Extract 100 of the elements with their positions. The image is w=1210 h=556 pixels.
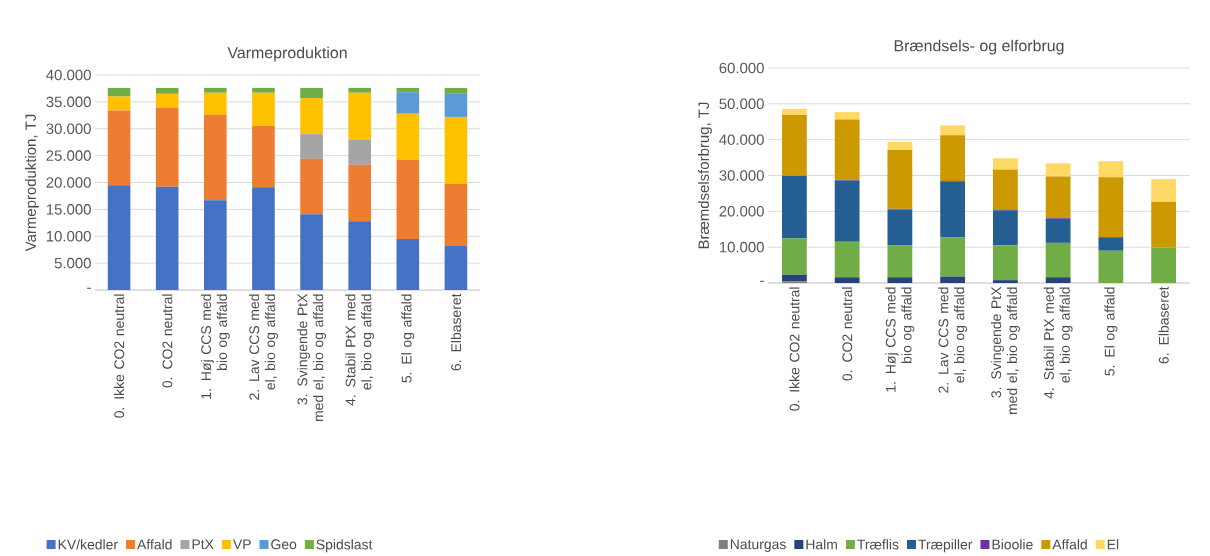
bar — [834, 277, 860, 283]
x-tick-label: 6. Elbaseret — [450, 293, 462, 371]
legend-label: Naturgas — [730, 539, 786, 552]
bar — [940, 181, 966, 238]
bar — [396, 113, 420, 160]
bar — [155, 186, 179, 290]
bar — [834, 241, 860, 278]
bar — [348, 87, 371, 93]
bar — [781, 274, 807, 282]
bar — [204, 87, 227, 93]
bar — [107, 185, 131, 290]
bar — [887, 141, 913, 151]
x-tick-label: 3. Svingende PtX med el, bio og affald — [297, 293, 327, 422]
bar — [107, 110, 131, 186]
bar — [940, 135, 966, 181]
x-tick-label: 0. Ikke CO2 neutral — [789, 287, 800, 411]
chart-title: Brændsels- og elforbrug — [894, 39, 1064, 55]
bar — [348, 92, 371, 140]
bar — [107, 87, 131, 97]
bar — [992, 169, 1018, 210]
legend-label: KV/kedler — [58, 539, 118, 550]
y-axis-title: Bræmdselsforbrug, TJ — [698, 102, 712, 249]
y-tick-label: - — [87, 287, 91, 289]
bar — [1151, 179, 1177, 202]
bar — [1045, 163, 1071, 177]
bar — [252, 87, 275, 93]
x-tick-label: 5. El og affald — [1104, 287, 1118, 376]
y-tick-label: 35.000 — [46, 96, 91, 108]
x-tick-label: 5. El og affald — [401, 294, 415, 383]
bar — [300, 158, 323, 215]
y-tick-label: 50.000 — [719, 98, 764, 110]
bar — [887, 277, 913, 283]
legend-label: Geo — [271, 539, 297, 550]
bar — [834, 119, 860, 180]
y-tick-label: 10.000 — [46, 230, 91, 242]
bar — [1045, 176, 1071, 219]
legend-label: El — [1107, 539, 1119, 550]
bar — [155, 93, 179, 108]
bar — [1098, 250, 1124, 283]
bar — [940, 237, 966, 277]
y-tick-label: 20.000 — [719, 206, 764, 217]
x-tick-label: 6. Elbaseret — [1158, 286, 1169, 364]
bar — [155, 107, 179, 187]
bar — [444, 93, 468, 117]
bar — [834, 180, 860, 242]
chart-title: Varmeproduktion — [227, 46, 347, 62]
y-tick-label: 60.000 — [719, 62, 764, 74]
bar — [396, 92, 420, 114]
bar — [940, 276, 966, 283]
legend-label: PtX — [192, 539, 214, 550]
bar — [992, 280, 1018, 283]
y-tick-label: 10.000 — [719, 241, 764, 253]
bar — [887, 245, 913, 278]
y-tick-label: 30.000 — [46, 123, 91, 135]
bar — [348, 221, 371, 290]
bar — [781, 114, 807, 176]
bar — [252, 92, 275, 127]
bar — [1098, 161, 1124, 178]
y-axis-title: Varmeproduktion, TJ — [25, 114, 39, 252]
bar — [300, 87, 323, 99]
x-tick-label: 0. CO2 neutral — [842, 287, 853, 381]
bar — [300, 214, 323, 290]
bar — [781, 108, 807, 115]
bar — [348, 139, 371, 165]
bar — [887, 150, 913, 209]
bar — [992, 158, 1018, 170]
bar — [781, 238, 807, 275]
bar — [396, 87, 420, 93]
bar — [444, 245, 468, 290]
y-tick-label: 40.000 — [46, 69, 91, 81]
x-tick-label: 1. Høj CCS med bio og affald — [200, 294, 230, 399]
y-tick-label: 15.000 — [46, 204, 91, 215]
bar — [300, 134, 323, 159]
bar — [444, 87, 468, 94]
x-tick-label: 1. Høj CCS med bio og affald — [885, 287, 915, 392]
bar — [300, 98, 323, 135]
y-tick-label: 25.000 — [46, 150, 91, 161]
bar — [1045, 242, 1071, 278]
legend-label: Affald — [137, 539, 172, 550]
bar — [1045, 277, 1071, 283]
legend-label: VP — [232, 539, 251, 550]
legend-label: Træpiller — [918, 539, 973, 553]
bar — [992, 245, 1018, 281]
legend-label: Træflis — [857, 539, 899, 550]
y-tick-label: 40.000 — [719, 134, 764, 145]
bar — [107, 96, 131, 111]
bar — [348, 164, 371, 222]
legend-label: Halm — [806, 539, 837, 550]
bar — [252, 187, 275, 290]
bar — [834, 112, 860, 120]
y-tick-label: - — [760, 280, 764, 282]
bar — [1151, 201, 1177, 248]
bar — [204, 92, 227, 115]
bar — [444, 116, 468, 185]
bar — [1098, 237, 1124, 251]
bar — [396, 238, 420, 290]
bar — [1098, 177, 1124, 238]
bar — [155, 87, 179, 94]
x-tick-label: 0. Ikke CO2 neutral — [113, 294, 125, 418]
y-tick-label: 20.000 — [46, 177, 91, 188]
